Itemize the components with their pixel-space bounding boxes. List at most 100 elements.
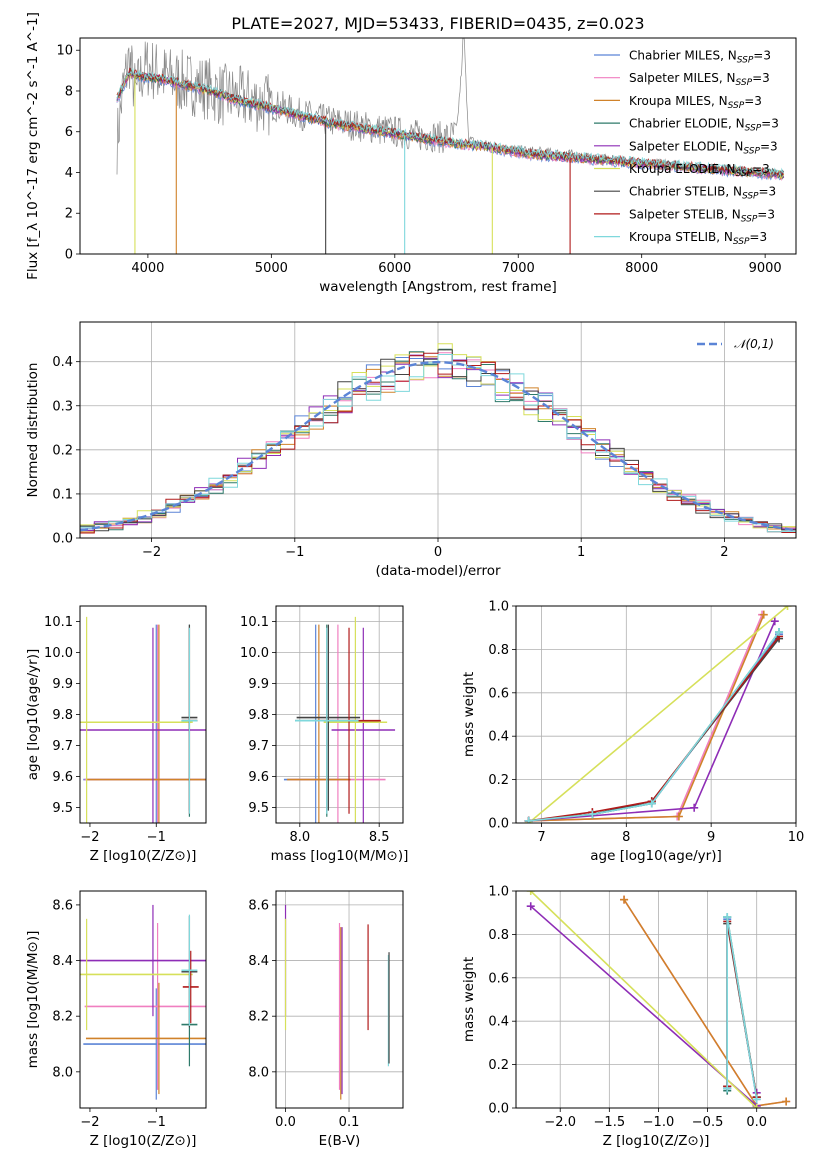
mass-weight-marker	[752, 1095, 761, 1104]
y-tick-label: 0.4	[52, 355, 73, 370]
x-tick-label: 7000	[502, 261, 535, 276]
x-tick-label: −1	[147, 830, 166, 845]
legend-entry: Salpeter MILES, NSSP=3	[629, 71, 770, 88]
errorbar-point	[331, 627, 396, 823]
axes-frame	[79, 890, 207, 1109]
y-tick-label: 9.8	[248, 708, 269, 723]
legend-subscript: SSP	[742, 192, 759, 202]
errorbar-point	[80, 918, 193, 1031]
y-tick-label: 0.6	[488, 971, 509, 986]
panel-spectrum: 4000 5000 6000 7000 8000 9000 0 2 4 6 8 10 wavelengt…	[25, 12, 797, 295]
y-tick-label: 0.0	[488, 1102, 509, 1117]
y-tick-label: 8.0	[52, 1065, 73, 1080]
x-tick-label: 0.0	[746, 1115, 767, 1130]
x-tick-label: 1	[577, 545, 585, 560]
legend-text: Chabrier ELODIE, N	[629, 117, 745, 131]
y-tick-label: 6	[65, 125, 73, 140]
mass-weight-marker	[723, 913, 732, 922]
mass-weight-marker	[759, 610, 768, 619]
y-tick-label: 0.1	[52, 487, 73, 502]
figure-title: PLATE=2027, MJD=53433, FIBERID=0435, z=0…	[231, 14, 644, 33]
legend-text: =3	[759, 185, 777, 199]
y-tick-label: 0.4	[488, 1015, 509, 1030]
mass-weight-marker	[647, 799, 656, 808]
plot-content-residuals	[80, 343, 796, 538]
axes-frame	[275, 890, 404, 1109]
x-tick-label: 8.5	[369, 830, 390, 845]
legend-text: =3	[760, 139, 778, 153]
errorbar-point	[323, 616, 388, 823]
plot-content-age-Z	[80, 616, 206, 823]
x-tick-label: 8000	[625, 261, 658, 276]
y-tick-label: 10.1	[44, 615, 73, 630]
errorbar-point	[181, 914, 198, 1026]
mass-weight-marker	[770, 617, 779, 626]
legend-text: =3	[753, 49, 771, 63]
y-tick-label: 0.2	[488, 773, 509, 788]
legend-text: Salpeter STELIB, N	[629, 207, 741, 221]
legend-entry: Salpeter ELODIE, NSSP=3	[629, 139, 778, 156]
y-tick-label: 9.7	[248, 739, 269, 754]
y-tick-label: 10.0	[44, 646, 73, 661]
model-spectrum-line	[116, 68, 784, 176]
y-tick-label: 0.4	[488, 730, 509, 745]
x-tick-label: 6000	[378, 261, 411, 276]
legend-subscript: SSP	[741, 214, 758, 224]
y-tick-label: 9.5	[248, 801, 269, 816]
x-tick-label: 9	[707, 830, 715, 845]
x-tick-label: −2	[142, 545, 161, 560]
mass-weight-marker	[524, 816, 533, 823]
mass-weight-line	[528, 606, 789, 823]
y-tick-label: 1.0	[488, 885, 509, 900]
y-tick-label: 8.2	[52, 1010, 73, 1025]
x-axis-label: (data-model)/error	[375, 563, 501, 579]
plot-content-weight-age	[524, 606, 792, 823]
y-axis-label: mass weight	[461, 672, 477, 757]
y-tick-label: 4	[65, 166, 73, 181]
legend-subscript: SSP	[736, 169, 753, 179]
errorbar-point	[80, 627, 206, 823]
y-tick-label: 1.0	[488, 600, 509, 615]
y-tick-label: 8.4	[248, 954, 269, 969]
y-tick-label: 0.3	[52, 399, 73, 414]
legend-entry: Chabrier MILES, NSSP=3	[629, 49, 771, 66]
legend-subscript: SSP	[736, 78, 753, 88]
x-tick-label: 9000	[749, 261, 782, 276]
errorbar-point	[85, 982, 206, 1095]
x-tick-label: −2	[80, 830, 99, 845]
legend-text: Kroupa ELODIE, N	[629, 162, 736, 176]
legend-text: Kroupa MILES, N	[629, 94, 728, 108]
y-tick-label: 0.8	[488, 643, 509, 658]
axes-frame	[515, 605, 797, 824]
legend-subscript: SSP	[737, 56, 754, 66]
legend-entry: Kroupa STELIB, NSSP=3	[629, 230, 767, 247]
legend-text: Salpeter MILES, N	[629, 71, 736, 85]
legend-subscript: SSP	[728, 101, 745, 111]
mass-weight-marker	[723, 1084, 732, 1093]
legend-subscript: SSP	[733, 237, 750, 247]
y-axis-label: age [log10(age/yr)]	[25, 649, 41, 781]
x-tick-label: 2	[720, 545, 728, 560]
x-tick-label: 0.1	[339, 1115, 360, 1130]
errorbar-point	[80, 904, 206, 1017]
errorbar-point	[80, 616, 193, 823]
x-axis-label: E(B-V)	[319, 1133, 361, 1149]
x-tick-label: −2	[80, 1115, 99, 1130]
y-tick-label: 8.2	[248, 1010, 269, 1025]
mass-weight-marker	[620, 895, 629, 904]
x-tick-label: 8	[622, 830, 630, 845]
legend-text: =3	[749, 230, 767, 244]
legend-text: Salpeter ELODIE, N	[629, 139, 743, 153]
legend-entry: 𝒩(0,1)	[734, 337, 774, 351]
legend-text: Chabrier STELIB, N	[629, 185, 742, 199]
mass-weight-marker	[526, 891, 535, 895]
y-tick-label: 8.4	[52, 954, 73, 969]
legend-text: Kroupa STELIB, N	[629, 230, 733, 244]
plot-content-spectrum	[116, 38, 785, 254]
y-tick-label: 0.6	[488, 686, 509, 701]
legend-text: =3	[761, 117, 779, 131]
x-tick-label: −1	[147, 1115, 166, 1130]
x-axis-label: Z [log10(Z/Z⊙)]	[90, 848, 197, 864]
legend-entry: Kroupa MILES, NSSP=3	[629, 94, 762, 111]
mass-weight-marker	[690, 803, 699, 812]
